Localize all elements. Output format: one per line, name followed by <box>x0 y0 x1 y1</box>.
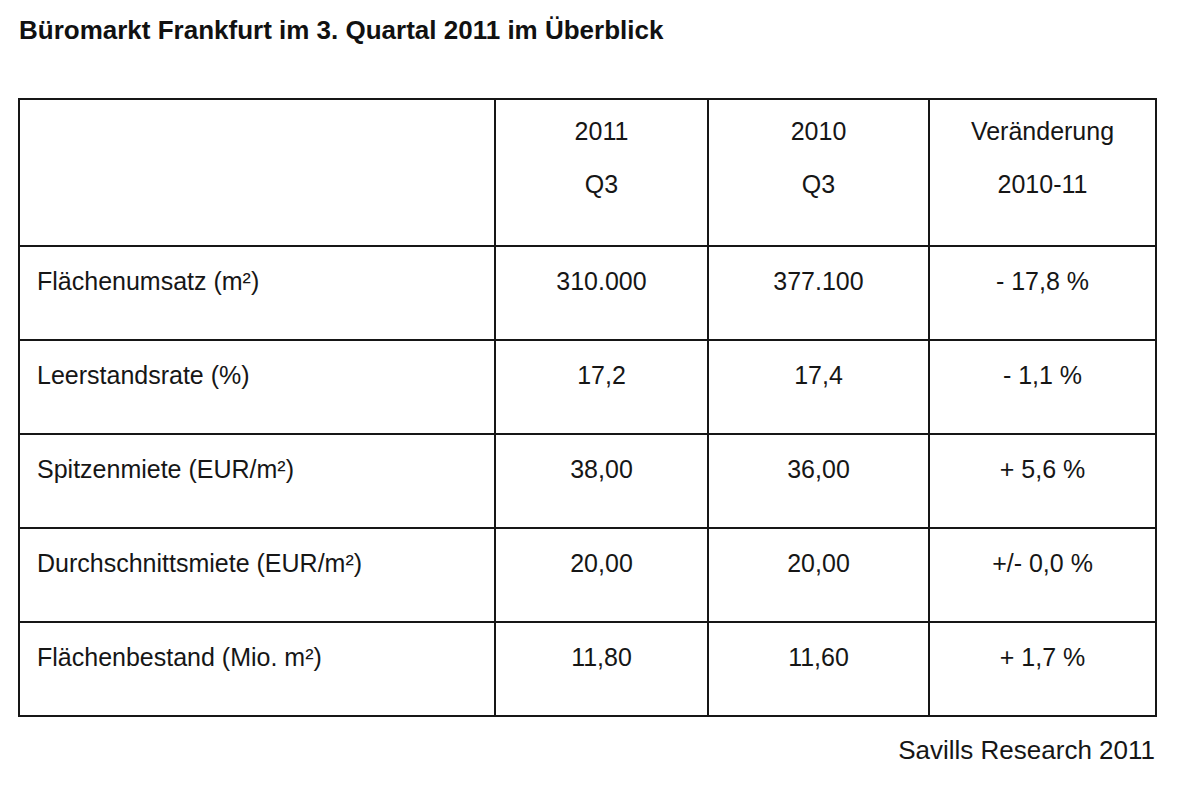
header-cell-empty <box>19 99 495 246</box>
row-label: Spitzenmiete (EUR/m²) <box>20 435 494 484</box>
value-2010: 36,00 <box>709 435 928 484</box>
value-2011: 20,00 <box>496 529 707 578</box>
header-year-2011: 2011 <box>496 117 707 146</box>
header-change-label: Veränderung <box>930 117 1155 146</box>
page-title: Büromarkt Frankfurt im 3. Quartal 2011 i… <box>19 15 663 46</box>
value-change: - 1,1 % <box>930 341 1155 390</box>
table-row-spitzenmiete: Spitzenmiete (EUR/m²) 38,00 36,00 + 5,6 … <box>19 434 1156 528</box>
row-label: Leerstandsrate (%) <box>20 341 494 390</box>
table-header-row: 2011 Q3 2010 Q3 Veränderung 2010-11 <box>19 99 1156 246</box>
value-change: - 17,8 % <box>930 247 1155 296</box>
header-cell-2011-q3: 2011 Q3 <box>495 99 708 246</box>
header-quarter-2010: Q3 <box>709 170 928 199</box>
table-row-flaechenumsatz: Flächenumsatz (m²) 310.000 377.100 - 17,… <box>19 246 1156 340</box>
table-row-leerstandsrate: Leerstandsrate (%) 17,2 17,4 - 1,1 % <box>19 340 1156 434</box>
value-change: + 5,6 % <box>930 435 1155 484</box>
header-quarter-2011: Q3 <box>496 170 707 199</box>
document-page: Büromarkt Frankfurt im 3. Quartal 2011 i… <box>0 0 1200 797</box>
header-change-period: 2010-11 <box>930 170 1155 199</box>
value-change: + 1,7 % <box>930 623 1155 672</box>
header-year-2010: 2010 <box>709 117 928 146</box>
value-2010: 20,00 <box>709 529 928 578</box>
row-label: Flächenumsatz (m²) <box>20 247 494 296</box>
row-label: Durchschnittsmiete (EUR/m²) <box>20 529 494 578</box>
row-label: Flächenbestand (Mio. m²) <box>20 623 494 672</box>
value-change: +/- 0,0 % <box>930 529 1155 578</box>
value-2011: 38,00 <box>496 435 707 484</box>
value-2010: 11,60 <box>709 623 928 672</box>
value-2010: 17,4 <box>709 341 928 390</box>
value-2011: 11,80 <box>496 623 707 672</box>
header-cell-2010-q3: 2010 Q3 <box>708 99 929 246</box>
table-row-durchschnittsmiete: Durchschnittsmiete (EUR/m²) 20,00 20,00 … <box>19 528 1156 622</box>
value-2010: 377.100 <box>709 247 928 296</box>
attribution-source: Savills Research 2011 <box>898 735 1155 766</box>
value-2011: 17,2 <box>496 341 707 390</box>
table-row-flaechenbestand: Flächenbestand (Mio. m²) 11,80 11,60 + 1… <box>19 622 1156 716</box>
value-2011: 310.000 <box>496 247 707 296</box>
overview-table: 2011 Q3 2010 Q3 Veränderung 2010-11 Fläc… <box>18 98 1157 717</box>
header-cell-change: Veränderung 2010-11 <box>929 99 1156 246</box>
